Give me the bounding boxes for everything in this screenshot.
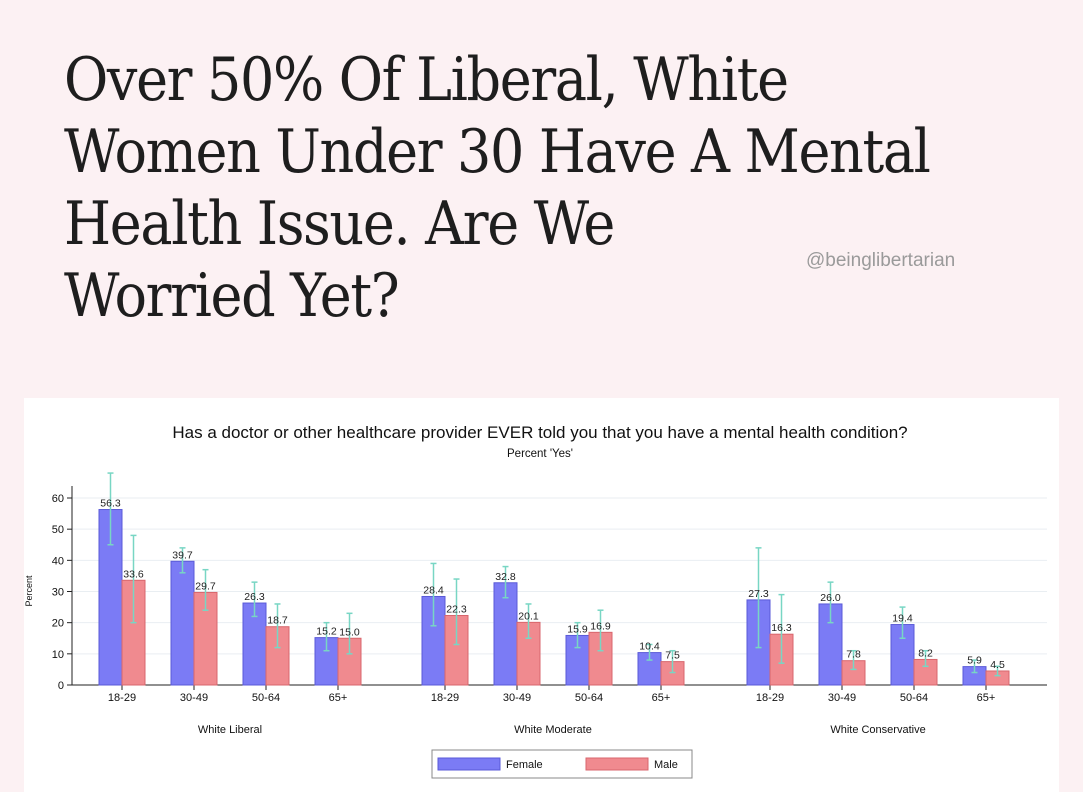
legend-swatch-female — [437, 757, 501, 771]
data-label: 7.5 — [665, 650, 680, 662]
x-tick-label: 18-29 — [108, 692, 136, 704]
data-label: 15.9 — [567, 623, 588, 635]
headline-line: Health Issue. Are We — [64, 189, 615, 259]
data-label: 28.4 — [423, 584, 444, 596]
data-label: 18.7 — [267, 615, 288, 627]
bars — [98, 472, 1010, 686]
axes: 0 10 20 30 40 50 60 — [52, 486, 1047, 692]
data-label: 15.2 — [316, 626, 337, 638]
data-label: 39.7 — [172, 549, 193, 561]
x-tick-label: 50-64 — [900, 692, 928, 704]
chart-title: Has a doctor or other healthcare provide… — [172, 423, 907, 442]
data-label: 56.3 — [100, 498, 121, 510]
category-labels: 18-29 30-49 50-64 65+ White Liberal 18-29 30-4… — [108, 692, 995, 736]
data-label: 16.9 — [590, 620, 611, 632]
data-label: 8.2 — [918, 647, 933, 659]
x-tick-label: 65+ — [329, 692, 348, 704]
data-label: 33.6 — [123, 568, 144, 580]
x-tick-label: 30-49 — [180, 692, 208, 704]
group-label: White Conservative — [830, 724, 925, 736]
legend-swatch-male — [585, 757, 649, 771]
data-label: 27.3 — [748, 588, 769, 600]
data-label: 15.0 — [339, 626, 360, 638]
chart-panel: Has a doctor or other healthcare provide… — [24, 398, 1059, 792]
headline-line: Women Under 30 Have A Mental — [64, 117, 931, 187]
bar-chart: Has a doctor or other healthcare provide… — [24, 423, 1047, 779]
y-tick-label: 0 — [58, 680, 64, 692]
y-tick-label: 40 — [52, 555, 64, 567]
chart-subtitle: Percent 'Yes' — [507, 448, 573, 460]
headline-line: Worried Yet? — [64, 261, 400, 331]
x-tick-label: 30-49 — [503, 692, 531, 704]
x-tick-label: 65+ — [977, 692, 996, 704]
data-label: 16.3 — [771, 622, 792, 634]
legend: Female Male — [431, 749, 693, 779]
y-axis-label: Percent — [24, 575, 34, 607]
data-label: 26.3 — [244, 591, 265, 603]
data-label: 4.5 — [990, 659, 1005, 671]
group-label: White Moderate — [514, 724, 592, 736]
legend-label: Female — [506, 759, 543, 771]
data-label: 32.8 — [495, 571, 516, 583]
gridlines — [72, 497, 1047, 655]
legend-label: Male — [654, 759, 678, 771]
female-bar — [170, 560, 195, 686]
y-tick-label: 50 — [52, 524, 64, 536]
data-label: 20.1 — [518, 610, 539, 622]
data-label: 26.0 — [820, 592, 841, 604]
group-label: White Liberal — [198, 724, 262, 736]
x-tick-label: 18-29 — [756, 692, 784, 704]
data-label: 10.4 — [639, 641, 660, 653]
y-tick-label: 60 — [52, 493, 64, 505]
article-headline: Over 50% Of Liberal, White Women Under 3… — [64, 44, 955, 332]
value-labels: 56.3 33.6 39.7 29.7 26.318.7 15.2 15.0 28.422.3… — [100, 498, 1005, 671]
y-tick-label: 30 — [52, 587, 64, 599]
x-tick-label: 18-29 — [431, 692, 459, 704]
data-label: 22.3 — [446, 603, 467, 615]
x-tick-label: 30-49 — [828, 692, 856, 704]
data-label: 29.7 — [195, 580, 216, 592]
headline-line: Over 50% Of Liberal, White — [64, 45, 789, 115]
x-tick-label: 50-64 — [252, 692, 280, 704]
x-tick-label: 65+ — [652, 692, 671, 704]
data-label: 19.4 — [892, 613, 913, 625]
data-label: 7.8 — [846, 649, 861, 661]
y-tick-label: 10 — [52, 649, 64, 661]
y-tick-label: 20 — [52, 618, 64, 630]
data-label: 5.9 — [967, 655, 982, 667]
watermark-handle: @beinglibertarian — [806, 250, 956, 271]
x-tick-label: 50-64 — [575, 692, 603, 704]
